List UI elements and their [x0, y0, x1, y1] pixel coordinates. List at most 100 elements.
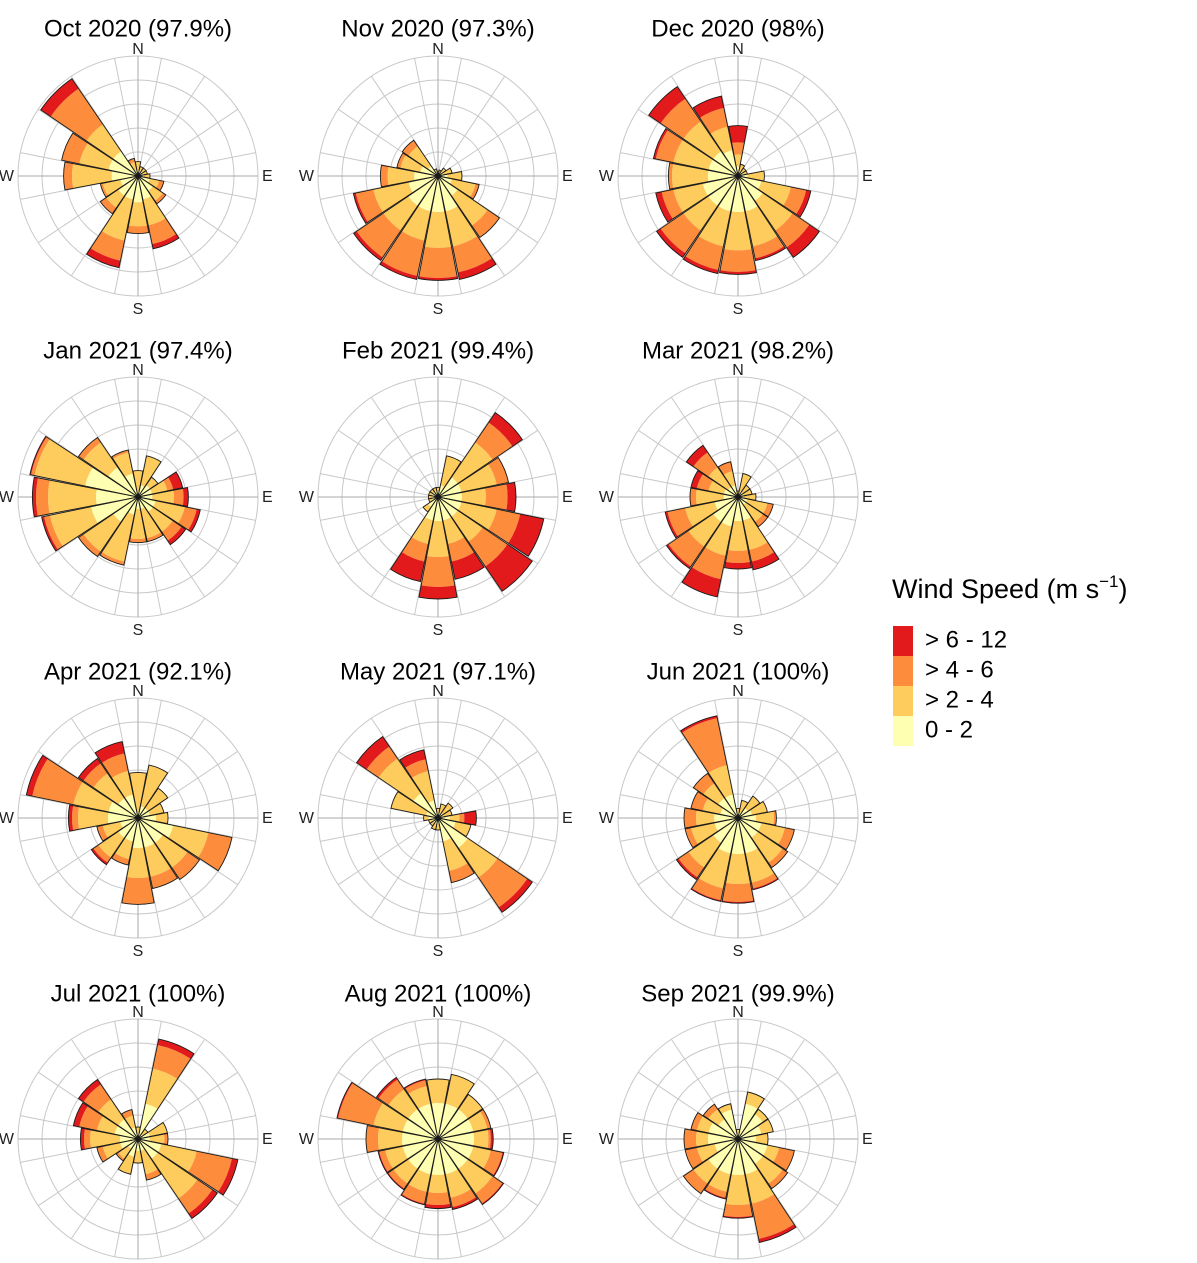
petal-segment: [400, 154, 423, 173]
petal-segment: [408, 1086, 431, 1109]
petal-segment: [758, 1224, 796, 1243]
grid-spoke: [137, 108, 239, 177]
petal-outline: [379, 164, 439, 188]
direction-label-east: E: [562, 810, 573, 827]
petal-segment: [428, 816, 438, 820]
petal-segment: [138, 176, 152, 200]
petal-segment: [40, 78, 79, 117]
petal-segment: [453, 821, 471, 837]
petal-outline: [721, 817, 755, 904]
petal-outline: [99, 496, 139, 566]
petal-segment: [447, 537, 475, 562]
grid-spoke: [320, 473, 439, 498]
petal-segment: [138, 176, 153, 191]
direction-label-north: N: [132, 1004, 144, 1021]
petal-segment: [135, 1139, 141, 1152]
petal-outline: [684, 817, 739, 849]
petal-segment: [418, 276, 458, 281]
petal-outline: [655, 175, 739, 259]
petal-segment: [738, 1139, 768, 1156]
legend-swatch: [893, 656, 913, 686]
petal-segment: [668, 162, 674, 190]
petal-segment: [108, 159, 138, 176]
petal-segment: [129, 538, 147, 543]
petal-outline: [377, 1138, 439, 1174]
petal-segment: [424, 1203, 452, 1209]
petal-segment: [656, 228, 686, 258]
grid-spoke: [737, 473, 856, 498]
petal-outline: [737, 1091, 765, 1140]
petal-segment: [719, 270, 757, 275]
petal-segment: [718, 1139, 738, 1175]
petal-segment: [746, 498, 768, 514]
petal-outline: [737, 496, 769, 528]
petal-segment: [383, 196, 418, 231]
petal-segment: [723, 471, 736, 487]
petal-segment: [376, 1077, 398, 1099]
petal-segment: [50, 88, 103, 141]
petal-segment: [693, 96, 724, 118]
petal-segment: [113, 497, 138, 522]
petal-segment: [695, 810, 715, 826]
petal-segment: [471, 209, 500, 238]
petal-outline: [433, 168, 439, 177]
petal-segment: [463, 810, 477, 826]
petal-segment: [718, 1119, 738, 1139]
petal-outline: [137, 487, 189, 507]
petal-segment: [682, 718, 728, 773]
petal-segment: [685, 1147, 703, 1169]
grid-spoke: [737, 108, 839, 177]
petal-segment: [714, 497, 738, 511]
petal-segment: [73, 781, 113, 812]
petal-outline: [137, 787, 169, 819]
petal-segment: [683, 1169, 708, 1194]
petal-segment: [487, 1129, 491, 1149]
petal-segment: [722, 882, 754, 902]
petal-segment: [718, 818, 738, 854]
grid-spoke: [137, 75, 206, 177]
direction-label-south: S: [133, 943, 144, 960]
direction-label-north: N: [132, 41, 144, 58]
petal-segment: [168, 825, 209, 858]
petal-segment: [402, 1139, 438, 1159]
petal-segment: [438, 818, 452, 842]
wind-rose-panel: Jan 2021 (97.4%)N E S W: [0, 337, 273, 639]
petal-segment: [713, 497, 738, 522]
petal-segment: [96, 1115, 118, 1135]
petal-segment: [725, 1174, 751, 1205]
petal-segment: [138, 1136, 151, 1142]
petal-segment: [408, 1109, 438, 1139]
direction-label-south: S: [133, 301, 144, 318]
petal-segment: [155, 812, 169, 824]
petal-segment: [451, 442, 493, 484]
petal-outline: [379, 175, 439, 280]
petal-segment: [128, 158, 136, 164]
petal-segment: [451, 510, 483, 542]
petal-segment: [745, 848, 775, 883]
petal-segment: [754, 1155, 783, 1184]
petal-outline: [737, 1138, 789, 1190]
petal-segment: [167, 526, 186, 545]
petal-outline: [437, 817, 472, 838]
petal-outline: [137, 1132, 169, 1146]
petal-segment: [705, 1184, 728, 1198]
petal-segment: [433, 497, 443, 521]
petal-segment: [673, 183, 708, 213]
petal-segment: [710, 126, 733, 154]
petal-segment: [738, 1135, 756, 1143]
petal-outline: [664, 496, 739, 539]
direction-label-east: E: [862, 1131, 873, 1148]
petal-segment: [448, 863, 475, 883]
petal-outline: [690, 817, 739, 902]
petal-segment: [99, 552, 125, 566]
petal-outline: [137, 496, 187, 546]
petal-segment: [450, 1189, 477, 1208]
petal-outline: [652, 127, 739, 177]
petal-segment: [438, 1139, 458, 1175]
petal-segment: [140, 455, 162, 487]
petal-segment: [763, 503, 774, 517]
petal-segment: [438, 497, 462, 511]
petal-segment: [498, 878, 533, 913]
petal-segment: [438, 497, 452, 521]
